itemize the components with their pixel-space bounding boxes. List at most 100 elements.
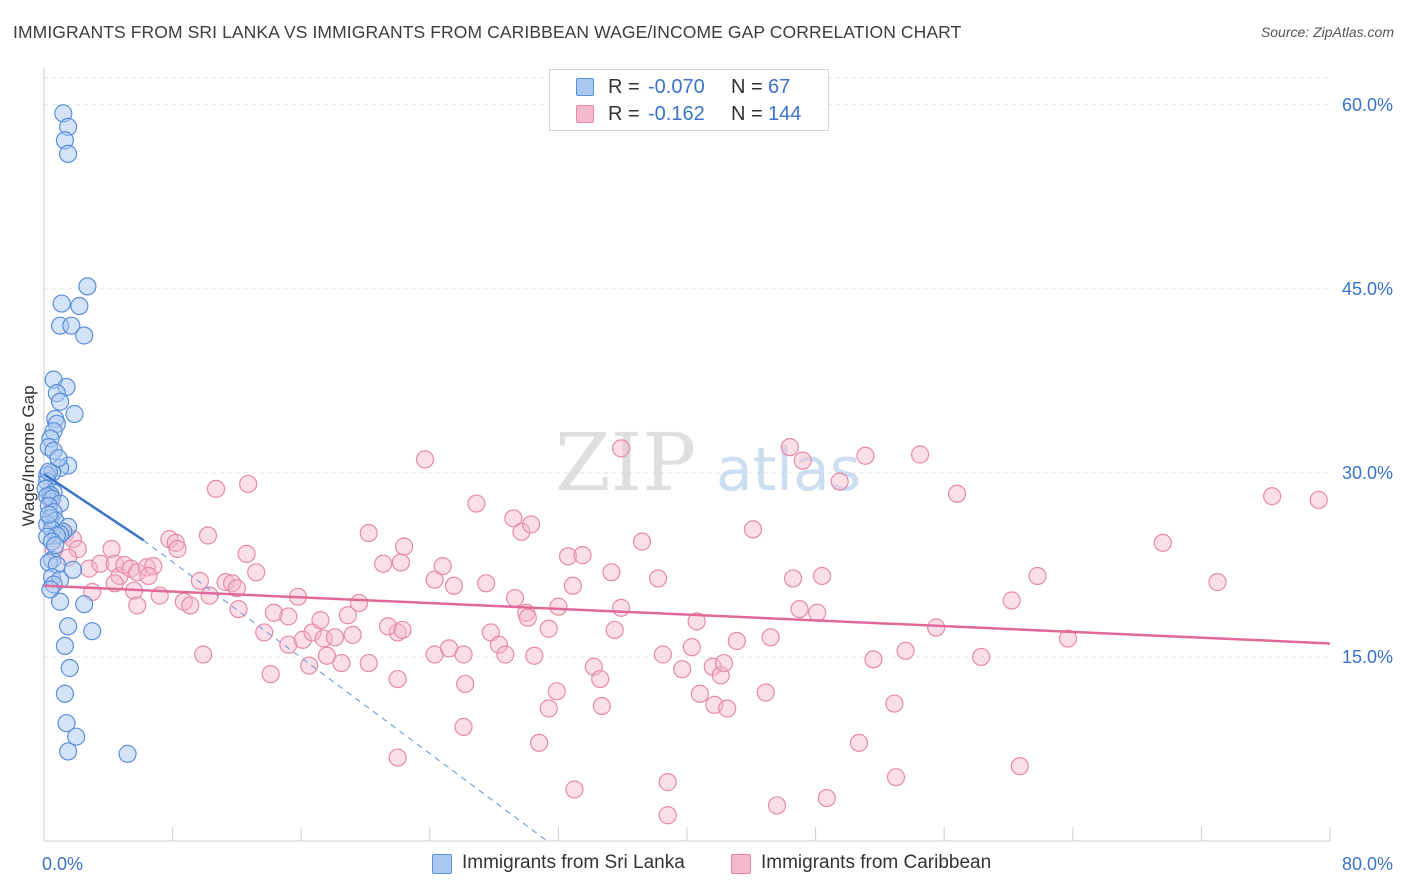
watermark-zip: ZIP	[555, 416, 696, 509]
caribbean-point	[279, 635, 298, 654]
caribbean-point	[206, 479, 226, 498]
caribbean-point	[467, 494, 486, 513]
caribbean-point	[504, 509, 523, 528]
caribbean-point	[539, 699, 558, 718]
n-value: 67	[768, 76, 791, 98]
caribbean-point	[374, 554, 393, 573]
caribbean-point	[518, 608, 537, 627]
caribbean-point	[591, 669, 610, 689]
sri-lanka-point	[59, 617, 78, 636]
caribbean-point	[1208, 573, 1227, 592]
caribbean-point	[128, 563, 147, 582]
y-axis-label: Wage/Income Gap	[19, 385, 38, 526]
caribbean-point	[547, 682, 566, 701]
sri-lanka-point	[118, 744, 137, 763]
caribbean-point	[239, 474, 258, 494]
caribbean-point	[227, 579, 246, 598]
caribbean-point	[359, 523, 378, 543]
sri-lanka-point	[75, 326, 94, 345]
sri-lanka-point	[59, 144, 78, 163]
caribbean-point	[756, 683, 775, 702]
caribbean-point	[864, 650, 883, 669]
caribbean-point	[793, 451, 812, 470]
caribbean-point	[573, 546, 592, 565]
caribbean-point	[279, 607, 298, 626]
caribbean-point	[673, 660, 692, 679]
watermark-atlas: atlas	[716, 435, 861, 505]
sri-lanka-point	[67, 727, 86, 746]
r-label: R =	[608, 103, 640, 125]
blue-swatch	[576, 78, 594, 96]
caribbean-point	[433, 557, 452, 576]
blue-swatch	[432, 854, 452, 874]
r-value: -0.070	[648, 76, 705, 98]
bottom-legend-caribbean: Immigrants from Caribbean	[731, 851, 1031, 877]
trend-lines	[43, 473, 1331, 842]
caribbean-point	[767, 796, 787, 815]
caribbean-point	[1153, 533, 1172, 552]
caribbean-point	[687, 612, 706, 631]
caribbean-point	[378, 617, 398, 636]
caribbean-point	[198, 526, 218, 545]
caribbean-point	[388, 623, 407, 642]
caribbean-point	[512, 522, 531, 541]
chart-title: IMMIGRANTS FROM SRI LANKA VS IMMIGRANTS …	[13, 22, 962, 42]
caribbean-point	[602, 563, 621, 582]
sri-lanka-point	[39, 505, 58, 524]
caribbean-point	[139, 566, 158, 586]
caribbean-point	[743, 520, 763, 539]
caribbean-point	[144, 557, 163, 576]
y-tick-label: 60.0%	[1342, 95, 1393, 115]
caribbean-points	[41, 438, 1328, 825]
caribbean-point	[505, 588, 525, 608]
caribbean-point	[261, 665, 280, 684]
caribbean-point	[454, 717, 473, 736]
caribbean-point	[394, 537, 414, 556]
caribbean-point	[565, 780, 584, 799]
caribbean-point	[658, 806, 677, 825]
caribbean-point	[317, 646, 337, 665]
y-tick-labels: 15.0% 30.0% 45.0% 60.0%	[1342, 95, 1393, 667]
caribbean-point	[849, 733, 869, 752]
caribbean-point	[476, 574, 496, 593]
caribbean-point	[391, 553, 410, 572]
caribbean-point	[856, 446, 875, 465]
caribbean-point	[102, 539, 121, 559]
caribbean-point	[563, 576, 582, 595]
caribbean-point	[780, 438, 799, 457]
caribbean-point	[808, 603, 827, 622]
caribbean-point	[1309, 490, 1328, 509]
caribbean-point	[525, 646, 544, 665]
caribbean-point	[332, 653, 351, 673]
sri-lanka-point	[50, 392, 70, 411]
legend-label: Immigrants from Sri Lanka	[462, 852, 685, 873]
sri-lanka-point	[57, 714, 76, 733]
caribbean-point	[885, 694, 904, 713]
caribbean-point	[896, 641, 915, 660]
caribbean-point	[947, 484, 967, 503]
sri-lanka-point	[59, 742, 78, 761]
sri-lanka-trend-extension	[143, 539, 548, 842]
caribbean-point	[727, 631, 746, 651]
sri-lanka-point	[78, 277, 97, 296]
sri-lanka-point	[55, 636, 74, 656]
pink-swatch	[731, 854, 751, 874]
r-label: R =	[608, 76, 640, 98]
x-tick-label: 0.0%	[42, 854, 83, 874]
caribbean-point	[690, 684, 709, 703]
caribbean-point	[255, 623, 274, 642]
caribbean-point	[293, 630, 312, 649]
x-tick-label: 80.0%	[1342, 854, 1393, 874]
caribbean-point	[338, 606, 357, 625]
y-tick-label: 30.0%	[1342, 463, 1393, 483]
caribbean-point	[237, 544, 256, 563]
sri-lanka-trend-line	[43, 473, 145, 542]
caribbean-point	[168, 539, 187, 559]
caribbean-point	[190, 571, 210, 590]
caribbean-point	[454, 645, 473, 664]
caribbean-point	[714, 653, 734, 673]
caribbean-point	[1058, 629, 1078, 648]
legend-label: Immigrants from Caribbean	[761, 852, 992, 873]
caribbean-point	[817, 788, 836, 808]
